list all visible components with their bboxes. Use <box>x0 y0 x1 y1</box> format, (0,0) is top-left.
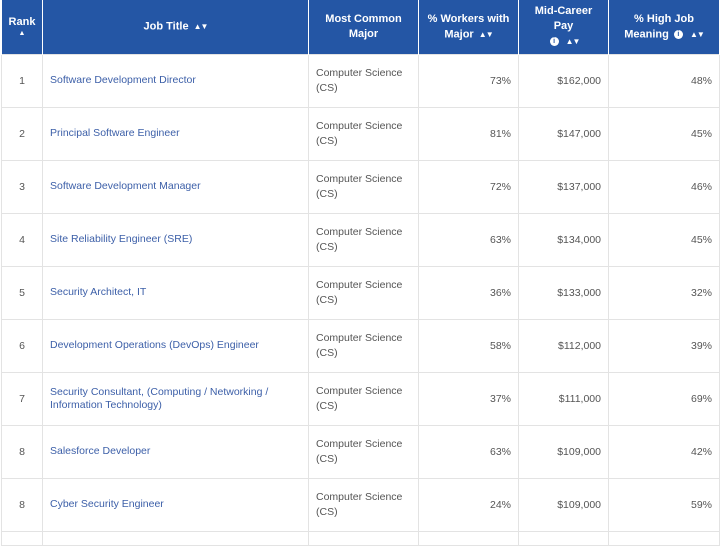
table-row: 1 Software Development Director Computer S… <box>1 53 720 108</box>
major-header-label: Most Common Major <box>325 12 402 40</box>
table-row: 4 Site Reliability Engineer (SRE) Computer… <box>1 212 720 267</box>
rank-cell: 2 <box>1 106 43 161</box>
pct-workers-cell: 24% <box>418 477 519 532</box>
job-title-link[interactable]: Development Operations (DevOps) Engineer <box>42 318 309 373</box>
meaning-cell: 32% <box>608 265 720 320</box>
table-row: 2 Principal Software Engineer Computer Sci… <box>1 106 720 161</box>
rank-cell: 5 <box>1 265 43 320</box>
job-title-link[interactable]: Security Consultant, (Computing / Networ… <box>42 371 309 426</box>
info-icon[interactable]: i <box>673 29 683 39</box>
table-row: 3 Software Development Manager Computer Sc… <box>1 159 720 214</box>
major-column-header: Most Common Major <box>308 0 419 54</box>
mid-pay-header-label: Mid-Career Pay <box>534 5 593 33</box>
major-cell: Computer Science (CS) <box>308 106 419 161</box>
mid-pay-cell: $133,000 <box>518 265 609 320</box>
sort-arrows-icon: ▲▼ <box>565 37 581 47</box>
pct-workers-cell: 81% <box>418 106 519 161</box>
meaning-cell: 69% <box>608 371 720 426</box>
pct-workers-cell: 36% <box>418 265 519 320</box>
meaning-cell: 48% <box>608 53 720 108</box>
job-title-link[interactable]: Software Development Director <box>42 53 309 108</box>
job-title-link[interactable]: Salesforce Developer <box>42 424 309 479</box>
table-row <box>1 530 720 546</box>
job-title-link[interactable]: Site Reliability Engineer (SRE) <box>42 212 309 267</box>
major-cell: Computer Science (CS) <box>308 212 419 267</box>
sort-ascending-icon: ▲ <box>18 30 26 38</box>
job-title-link[interactable]: Security Architect, IT <box>42 265 309 320</box>
empty-cell <box>518 530 609 546</box>
mid-pay-cell: $112,000 <box>518 318 609 373</box>
meaning-column-header[interactable]: % High Job Meaning i ▲▼ <box>608 0 720 54</box>
job-title-link[interactable]: Software Development Manager <box>42 159 309 214</box>
empty-cell <box>608 530 720 546</box>
rank-column-header[interactable]: Rank ▲ <box>1 0 43 54</box>
rank-header-label: Rank <box>8 16 36 29</box>
job-title-link[interactable]: Principal Software Engineer <box>42 106 309 161</box>
empty-cell <box>42 530 309 546</box>
meaning-cell: 59% <box>608 477 720 532</box>
table-row: 6 Development Operations (DevOps) Enginee… <box>1 318 720 373</box>
major-cell: Computer Science (CS) <box>308 371 419 426</box>
job-title-column-header[interactable]: Job Title ▲▼ <box>42 0 309 54</box>
meaning-cell: 45% <box>608 106 720 161</box>
major-cell: Computer Science (CS) <box>308 265 419 320</box>
rank-cell: 8 <box>1 477 43 532</box>
rank-cell: 1 <box>1 53 43 108</box>
mid-pay-column-header[interactable]: Mid-Career Pay i ▲▼ <box>518 0 609 54</box>
table-row: 5 Security Architect, IT Computer Science … <box>1 265 720 320</box>
rank-cell: 8 <box>1 424 43 479</box>
meaning-header-label: % High Job Meaning <box>624 12 694 40</box>
major-cell: Computer Science (CS) <box>308 53 419 108</box>
pct-workers-column-header[interactable]: % Workers with Major ▲▼ <box>418 0 519 54</box>
meaning-cell: 45% <box>608 212 720 267</box>
pct-workers-cell: 58% <box>418 318 519 373</box>
pct-workers-cell: 63% <box>418 424 519 479</box>
mid-pay-cell: $134,000 <box>518 212 609 267</box>
mid-pay-cell: $109,000 <box>518 477 609 532</box>
table-header-row: Rank ▲ Job Title ▲▼ Most Common Major % … <box>1 0 720 54</box>
major-cell: Computer Science (CS) <box>308 159 419 214</box>
rank-cell: 7 <box>1 371 43 426</box>
sort-arrows-icon: ▲▼ <box>478 29 494 39</box>
empty-cell <box>1 530 43 546</box>
meaning-cell: 42% <box>608 424 720 479</box>
sort-arrows-icon: ▲▼ <box>689 29 705 39</box>
empty-cell <box>418 530 519 546</box>
major-cell: Computer Science (CS) <box>308 318 419 373</box>
rank-cell: 4 <box>1 212 43 267</box>
pct-workers-cell: 72% <box>418 159 519 214</box>
pct-workers-header-label: % Workers with Major <box>427 12 510 40</box>
mid-pay-cell: $147,000 <box>518 106 609 161</box>
empty-cell <box>308 530 419 546</box>
rank-cell: 3 <box>1 159 43 214</box>
major-cell: Computer Science (CS) <box>308 424 419 479</box>
table-row: 8 Cyber Security Engineer Computer Science… <box>1 477 720 532</box>
meaning-cell: 39% <box>608 318 720 373</box>
table-row: 7 Security Consultant, (Computing / Netwo… <box>1 371 720 426</box>
major-cell: Computer Science (CS) <box>308 477 419 532</box>
meaning-cell: 46% <box>608 159 720 214</box>
table-row: 8 Salesforce Developer Computer Science (C… <box>1 424 720 479</box>
pct-workers-cell: 63% <box>418 212 519 267</box>
mid-pay-cell: $111,000 <box>518 371 609 426</box>
pct-workers-cell: 37% <box>418 371 519 426</box>
pct-workers-cell: 73% <box>418 53 519 108</box>
mid-pay-cell: $109,000 <box>518 424 609 479</box>
info-icon[interactable]: i <box>549 37 559 47</box>
rank-cell: 6 <box>1 318 43 373</box>
mid-pay-cell: $137,000 <box>518 159 609 214</box>
job-title-header-label: Job Title <box>143 20 189 33</box>
job-title-link[interactable]: Cyber Security Engineer <box>42 477 309 532</box>
mid-pay-cell: $162,000 <box>518 53 609 108</box>
sort-arrows-icon: ▲▼ <box>193 22 209 32</box>
